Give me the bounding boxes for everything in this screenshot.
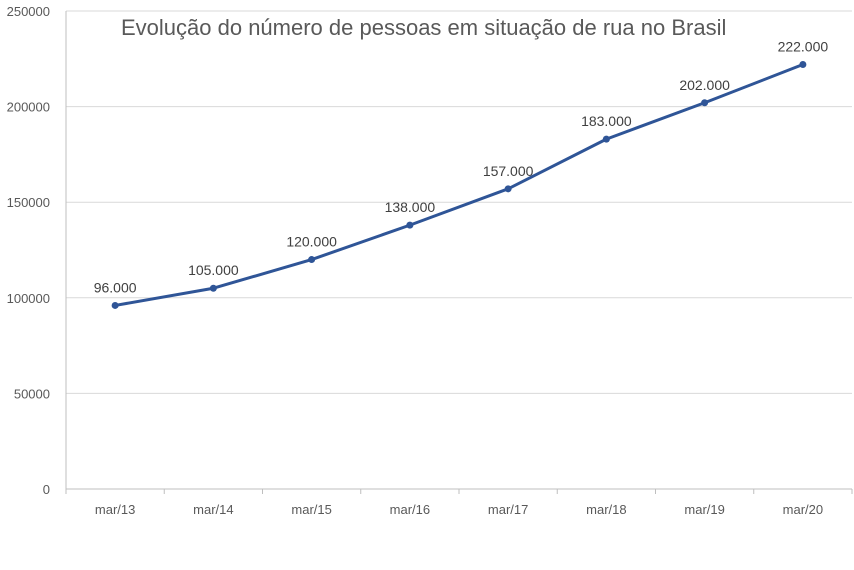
data-point — [308, 256, 316, 264]
data-point — [602, 135, 610, 143]
x-tick-label: mar/20 — [783, 502, 823, 517]
data-label: 222.000 — [778, 39, 829, 55]
y-tick-label: 150000 — [7, 195, 50, 210]
data-labels: 96.000 105.000 120.000 138.000 157.000 183.00… — [94, 39, 829, 296]
data-point — [406, 221, 414, 229]
data-point — [701, 99, 709, 107]
x-tick-label: mar/15 — [291, 502, 331, 517]
x-tick-label: mar/18 — [586, 502, 626, 517]
x-tick-label: mar/19 — [684, 502, 724, 517]
data-label: 202.000 — [679, 77, 730, 93]
data-point — [111, 301, 119, 309]
y-tick-label: 100000 — [7, 291, 50, 306]
y-axis-ticks: 0 50000 100000 150000 200000 250000 — [7, 4, 50, 497]
y-tick-label: 50000 — [14, 386, 50, 401]
gridlines — [65, 10, 852, 490]
chart-title: Evolução do número de pessoas em situaçã… — [121, 15, 726, 40]
data-label: 138.000 — [385, 199, 436, 215]
data-label: 120.000 — [286, 234, 337, 250]
series-line — [113, 63, 805, 307]
data-point — [799, 61, 807, 69]
data-point — [504, 185, 512, 193]
x-tick-label: mar/17 — [488, 502, 528, 517]
data-series — [111, 61, 807, 309]
x-tick-label: mar/14 — [193, 502, 233, 517]
data-label: 183.000 — [581, 113, 632, 129]
x-tick-label: mar/16 — [390, 502, 430, 517]
x-tick-label: mar/13 — [95, 502, 135, 517]
data-label: 96.000 — [94, 279, 137, 295]
x-axis-ticks: mar/13 mar/14 mar/15 mar/16 mar/17 mar/18 mar/… — [65, 489, 853, 517]
data-label: 157.000 — [483, 163, 534, 179]
y-tick-label: 0 — [43, 482, 50, 497]
y-tick-label: 200000 — [7, 100, 50, 115]
data-label: 105.000 — [188, 262, 239, 278]
y-tick-label: 250000 — [7, 4, 50, 19]
data-point — [209, 284, 217, 292]
